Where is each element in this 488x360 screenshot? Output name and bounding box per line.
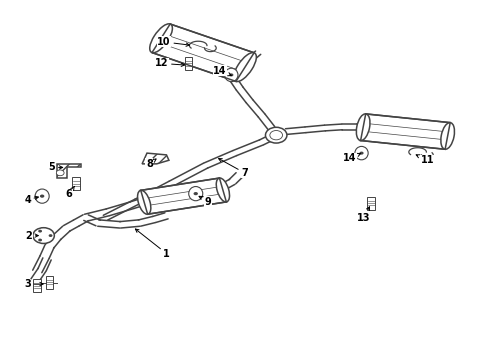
Text: 2: 2 [25,231,38,240]
Ellipse shape [233,53,256,82]
Bar [72,177,80,190]
Circle shape [265,127,286,143]
Circle shape [269,131,282,140]
Ellipse shape [149,24,172,53]
Ellipse shape [224,68,238,82]
Circle shape [193,192,198,195]
Ellipse shape [216,178,229,202]
Text: 1: 1 [135,229,169,258]
Circle shape [229,73,233,76]
Text: 6: 6 [65,186,74,199]
Polygon shape [57,164,81,178]
Text: 3: 3 [24,279,43,289]
Text: 11: 11 [415,155,433,165]
Circle shape [33,228,54,243]
Text: 14: 14 [342,153,360,163]
Polygon shape [152,24,254,81]
Ellipse shape [137,190,150,214]
Ellipse shape [188,186,203,201]
Ellipse shape [354,147,367,160]
Bar [33,279,41,292]
Text: 14: 14 [213,66,231,76]
Text: 13: 13 [357,207,370,222]
Text: 4: 4 [24,195,39,205]
Text: 12: 12 [155,58,184,68]
Circle shape [48,234,52,237]
Bar [45,276,53,289]
Text: 10: 10 [157,37,189,47]
Polygon shape [360,114,449,149]
Circle shape [359,152,363,155]
Text: 8: 8 [146,159,156,169]
Ellipse shape [440,123,453,149]
Bar [184,57,192,70]
Bar [366,197,374,210]
Circle shape [38,239,42,242]
Circle shape [38,230,42,233]
Text: 9: 9 [199,196,211,207]
Text: 5: 5 [48,162,62,172]
Text: 7: 7 [218,158,247,178]
Ellipse shape [356,114,369,140]
Ellipse shape [35,189,49,203]
Circle shape [56,170,64,176]
Circle shape [40,194,44,198]
Polygon shape [141,178,226,214]
Polygon shape [142,153,168,164]
